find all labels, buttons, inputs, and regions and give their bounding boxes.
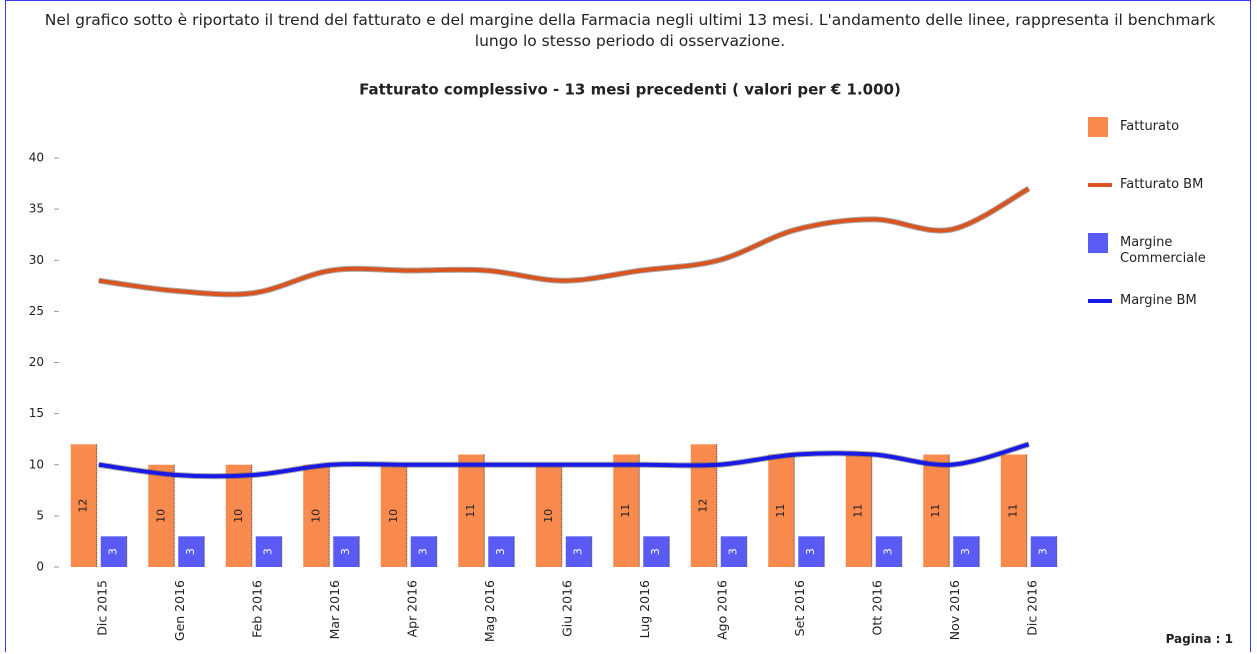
legend-label: Fatturato BM (1120, 177, 1204, 192)
bar-value-label: 3 (107, 548, 120, 555)
y-tick-label: 20 (29, 355, 44, 369)
line (98, 186, 1030, 297)
bar-value-label: 12 (77, 499, 90, 513)
x-tick-label: Nov 2016 (947, 580, 962, 640)
x-tick-label: Mag 2016 (482, 580, 497, 642)
y-tick-label: 15 (29, 406, 44, 420)
frame (5, 0, 1251, 652)
bar-value-label: 10 (387, 509, 400, 523)
bar (380, 464, 407, 567)
x-tick-label: Ott 2016 (869, 580, 884, 635)
bar-value-label: 3 (882, 548, 895, 555)
bar-value-label: 3 (262, 548, 275, 555)
bar (565, 536, 592, 567)
bar (488, 536, 515, 567)
bar (333, 536, 360, 567)
bar-value-label: 3 (727, 548, 740, 555)
bar (845, 454, 872, 567)
y-tick-label: 0 (36, 560, 44, 574)
bar-value-label: 3 (1037, 548, 1050, 555)
bar-value-label: 3 (649, 548, 662, 555)
bar (535, 464, 562, 567)
bar-value-label: 10 (154, 509, 167, 523)
page-footer: Pagina : 1 (1165, 632, 1233, 646)
line (98, 442, 1030, 479)
bar-value-label: 3 (804, 548, 817, 555)
bar-value-label: 3 (959, 548, 972, 555)
bar (613, 454, 640, 567)
x-tick-label: Gen 2016 (172, 580, 187, 641)
x-tick-label: Dic 2016 (1024, 580, 1039, 636)
x-tick-label: Dic 2015 (94, 580, 109, 636)
chart-title: Fatturato complessivo - 13 mesi preceden… (359, 81, 901, 99)
legend-swatch (1088, 183, 1112, 187)
intro-text: Nel grafico sotto è riportato il trend d… (44, 11, 1216, 50)
x-tick-label: Mar 2016 (327, 580, 342, 639)
x-tick-label: Ago 2016 (714, 580, 729, 640)
bar (875, 536, 902, 567)
bar (953, 536, 980, 567)
bar-value-label: 10 (309, 509, 322, 523)
bar (100, 536, 127, 567)
y-tick-label: 35 (29, 202, 44, 216)
x-tick-label: Lug 2016 (637, 580, 652, 638)
bar (923, 454, 950, 567)
bar (303, 464, 330, 567)
x-tick-label: Giu 2016 (559, 580, 574, 637)
y-tick-label: 5 (36, 508, 44, 522)
bar-value-label: 10 (542, 509, 555, 523)
bar-value-label: 11 (852, 504, 865, 518)
bar (458, 454, 485, 567)
bar-value-label: 11 (464, 504, 477, 518)
bar-value-label: 12 (697, 499, 710, 513)
bar-value-label: 11 (774, 504, 787, 518)
x-tick-label: Feb 2016 (249, 580, 264, 638)
legend-swatch (1088, 233, 1108, 253)
bar-value-label: 11 (1007, 504, 1020, 518)
bar (768, 454, 795, 567)
legend-item: Margine Commerciale (1088, 231, 1238, 289)
legend: Fatturato Fatturato BM Margine Commerciale… (1088, 115, 1238, 347)
bar (1030, 536, 1057, 567)
bar (255, 536, 282, 567)
legend-label: Margine BM (1120, 293, 1197, 308)
bar-value-label: 11 (929, 504, 942, 518)
bar-value-label: 3 (572, 548, 585, 555)
legend-item: Margine BM (1088, 289, 1238, 347)
legend-label: Margine Commerciale (1120, 235, 1206, 266)
bar (720, 536, 747, 567)
bar-value-label: 3 (494, 548, 507, 555)
bar-value-label: 10 (232, 509, 245, 523)
y-tick-label: 10 (29, 457, 44, 471)
bar (148, 464, 175, 567)
legend-swatch (1088, 117, 1108, 137)
legend-swatch (1088, 299, 1112, 303)
bar (178, 536, 205, 567)
legend-label: Fatturato (1120, 119, 1180, 134)
bar (225, 464, 252, 567)
y-tick-label: 40 (29, 151, 44, 165)
bar (1000, 454, 1027, 567)
line-shadow (98, 186, 1031, 298)
bar (70, 444, 97, 567)
bar-value-label: 3 (417, 548, 430, 555)
x-tick-label: Set 2016 (792, 580, 807, 636)
y-tick-label: 30 (29, 253, 44, 267)
bar (643, 536, 670, 567)
x-tick-label: Apr 2016 (404, 580, 419, 637)
bar (798, 536, 825, 567)
bar-value-label: 3 (184, 548, 197, 555)
legend-item: Fatturato BM (1088, 173, 1238, 231)
legend-item: Fatturato (1088, 115, 1238, 173)
bar-value-label: 11 (619, 504, 632, 518)
bar (410, 536, 437, 567)
bar-value-label: 3 (339, 548, 352, 555)
y-tick-label: 25 (29, 304, 44, 318)
